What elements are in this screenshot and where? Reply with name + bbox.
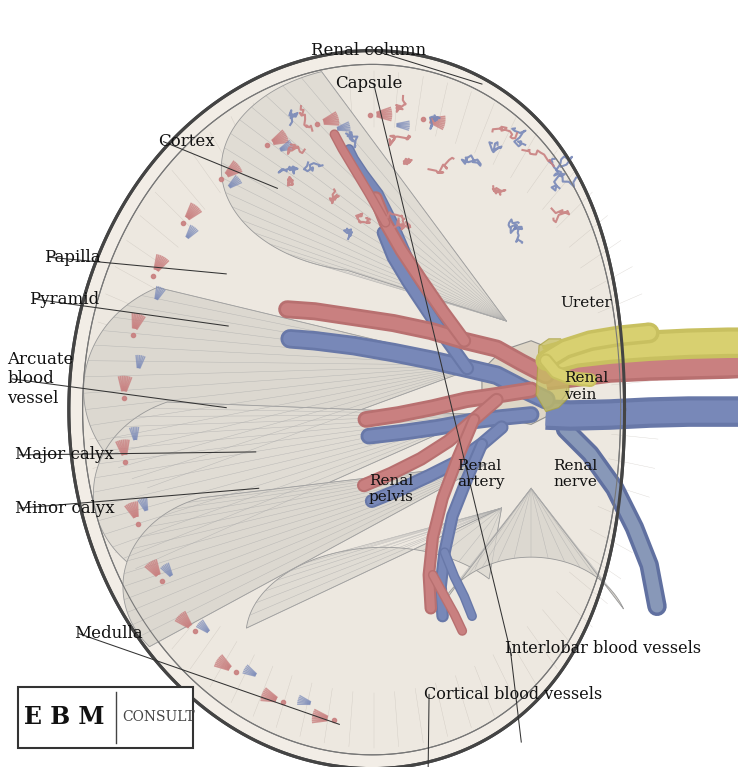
Text: Medulla: Medulla [74, 625, 142, 642]
Polygon shape [221, 72, 506, 321]
Text: Cortex: Cortex [158, 133, 215, 150]
Text: E B M: E B M [23, 706, 104, 730]
Text: Minor calyx: Minor calyx [15, 499, 115, 516]
Polygon shape [439, 489, 623, 609]
Text: Papilla: Papilla [44, 249, 101, 266]
Text: Renal
artery: Renal artery [458, 459, 505, 489]
Text: Renal
pelvis: Renal pelvis [369, 474, 414, 504]
Text: Cortical blood vessels: Cortical blood vessels [424, 686, 602, 703]
Text: Major calyx: Major calyx [15, 447, 113, 464]
Polygon shape [69, 50, 625, 768]
Polygon shape [83, 288, 482, 488]
Text: Interlobar blood vessels: Interlobar blood vessels [506, 640, 701, 657]
Text: Renal
vein: Renal vein [564, 371, 608, 402]
Polygon shape [482, 341, 571, 424]
Text: Renal column: Renal column [311, 42, 427, 59]
Polygon shape [94, 402, 482, 569]
Polygon shape [82, 64, 620, 755]
Text: Renal
nerve: Renal nerve [554, 459, 598, 489]
Text: Arcuate
blood
vessel: Arcuate blood vessel [8, 351, 74, 407]
Text: Capsule: Capsule [335, 76, 403, 93]
Polygon shape [247, 508, 502, 628]
Text: Pyramid: Pyramid [29, 291, 100, 308]
Polygon shape [536, 339, 571, 411]
Polygon shape [123, 464, 487, 647]
Text: Ureter: Ureter [560, 296, 612, 310]
FancyBboxPatch shape [18, 687, 193, 748]
Text: CONSULT: CONSULT [122, 710, 194, 724]
